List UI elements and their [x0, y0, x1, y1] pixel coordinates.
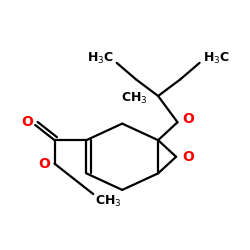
Text: O: O — [21, 115, 33, 129]
Text: CH$_3$: CH$_3$ — [95, 194, 122, 208]
Text: H$_3$C: H$_3$C — [87, 51, 114, 66]
Text: O: O — [182, 112, 194, 126]
Text: O: O — [182, 150, 194, 164]
Text: H$_3$C: H$_3$C — [203, 51, 230, 66]
Text: CH$_3$: CH$_3$ — [121, 91, 148, 106]
Text: O: O — [38, 157, 50, 171]
